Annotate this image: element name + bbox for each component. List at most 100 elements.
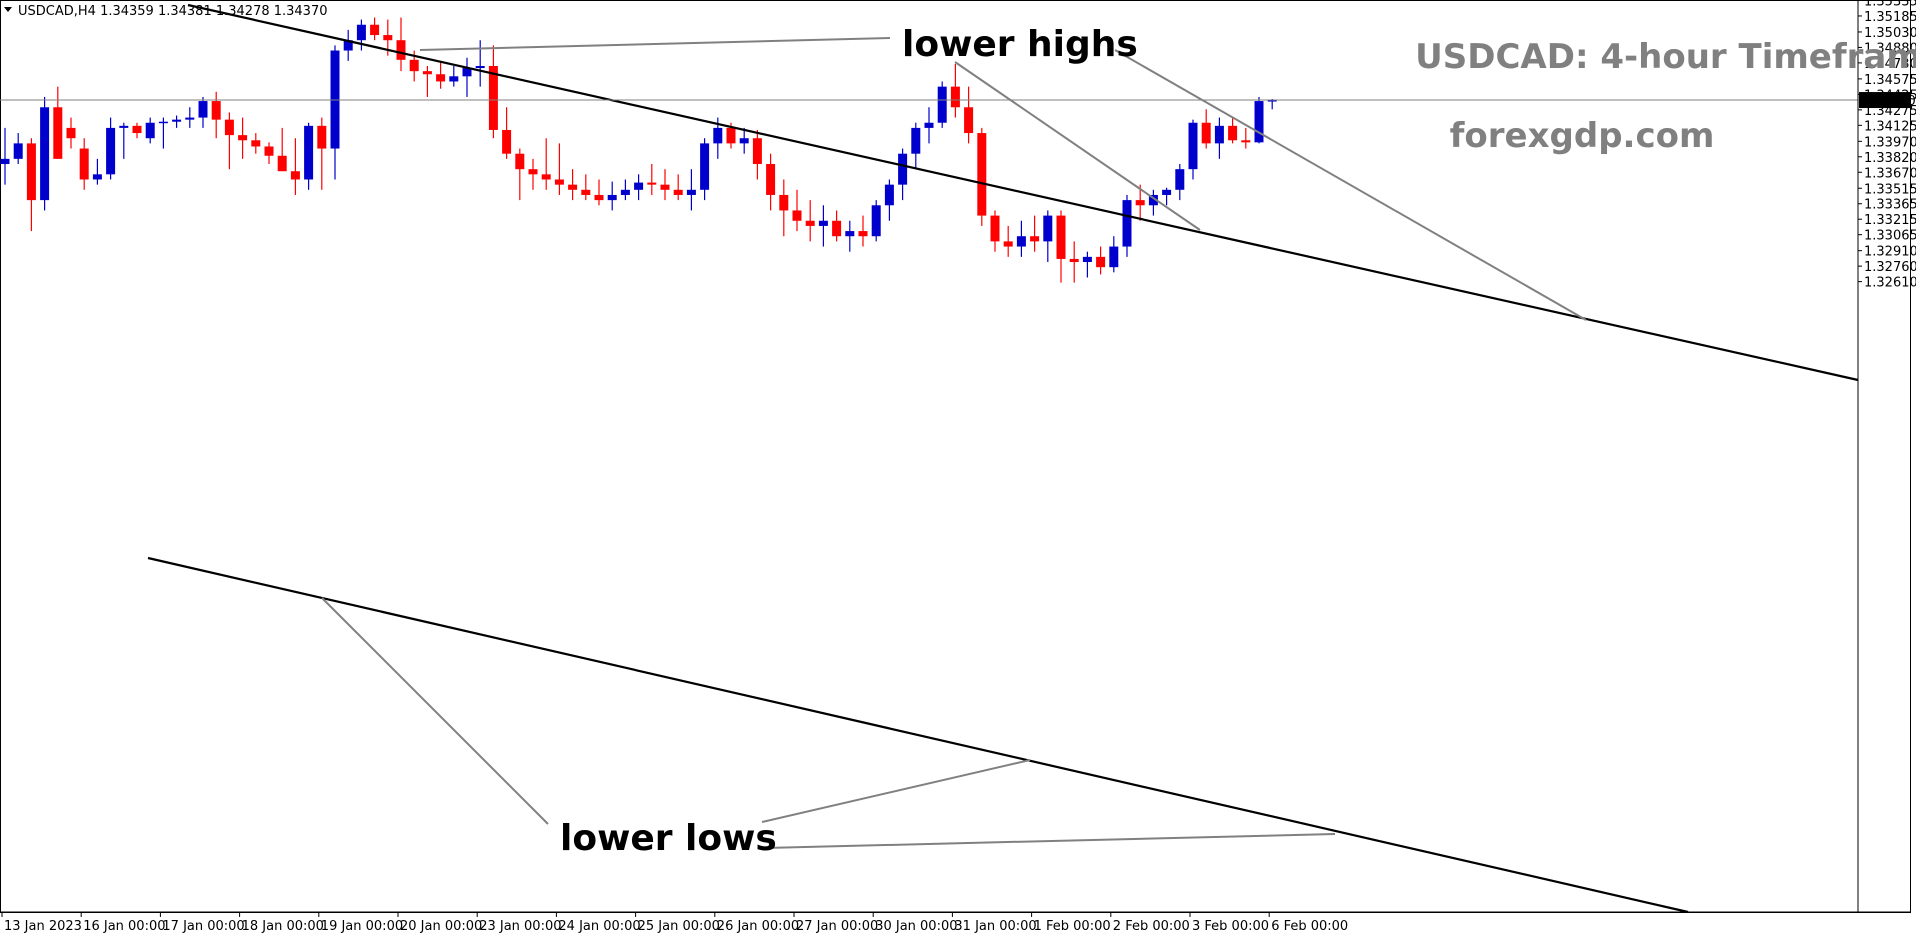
candle [370,17,380,41]
bull-candle-body [449,76,459,82]
candle [13,133,23,165]
candle [528,158,538,190]
bull-candle-body [911,127,921,154]
candle [1122,194,1132,257]
candle [871,200,881,242]
candle [1175,164,1185,201]
time-tick-label: 25 Jan 00:00 [638,919,720,934]
candle [1241,127,1251,149]
candle [1096,246,1106,275]
candle [554,143,564,195]
time-tick-label: 19 Jan 00:00 [321,919,403,934]
candle [356,19,366,51]
bear-candle-body [541,174,551,180]
candle [1030,215,1040,252]
lower-trendline [147,556,1689,914]
symbol-ohlc-line: USDCAD,H4 1.34359 1.34381 1.34278 1.3437… [18,4,328,19]
lower-highs-pointer-1 [419,37,891,51]
candle [1069,241,1079,283]
bear-candle-body [964,107,974,134]
bull-candle-body [1043,215,1053,242]
candle [185,107,195,128]
bear-candle-body [1096,256,1106,268]
price-tick-label: 1.32760 [1864,260,1916,275]
bear-candle-body [950,86,960,108]
candle [1267,99,1277,110]
bull-candle-body [475,65,485,69]
price-tag-label: 1.34370 [1862,94,1916,109]
bear-candle-body [53,107,63,159]
bull-candle-body [1148,194,1158,206]
bull-candle-body [884,184,894,206]
candle [845,220,855,252]
candle [766,153,776,211]
bear-candle-body [766,164,776,195]
bear-candle-body [528,169,538,175]
candle [1148,189,1158,216]
watermark-title: USDCAD: 4-hour Timeframe [1415,37,1916,77]
candle [396,17,406,72]
bear-candle-body [277,155,287,172]
candle [251,133,261,154]
bull-candle-body [1109,246,1119,268]
bull-candle-body [356,24,366,41]
bull-candle-body [462,68,472,77]
bear-candle-body [1003,241,1013,247]
time-tick-label: 27 Jan 00:00 [796,919,878,934]
lower-highs-pointer-2 [954,61,1201,231]
bear-candle-body [726,127,736,144]
candle [950,63,960,118]
bear-candle-body [977,133,987,216]
bear-candle-body [436,74,446,82]
candle [911,122,921,170]
bear-candle-body [1069,258,1079,263]
time-tick-label: 26 Jan 00:00 [717,919,799,934]
bear-candle-body [805,220,815,226]
lower-lows-pointer-3 [764,833,1336,849]
bear-candle-body [79,148,89,180]
candle [0,127,10,185]
candle [40,96,50,211]
time-tick-label: 6 Feb 00:00 [1271,919,1348,934]
candle [1016,220,1026,257]
bear-candle-body [594,194,604,201]
bull-candle-body [1267,100,1277,102]
candle [937,81,947,128]
bear-candle-body [409,59,419,72]
price-tick-label: 1.33215 [1864,213,1916,228]
bear-candle-body [1201,122,1211,144]
bear-candle-body [264,146,274,156]
symbol-dropdown-icon[interactable] [4,7,12,12]
bull-candle-body [739,138,749,144]
bear-candle-body [1228,125,1238,141]
candle [581,174,591,201]
bull-candle-body [713,127,723,144]
time-tick-label: 20 Jan 00:00 [400,919,482,934]
bull-candle-body [607,194,617,201]
time-tick-label: 18 Jan 00:00 [242,919,324,934]
lower-lows-pointer-2 [761,759,1031,823]
candle [1043,210,1053,263]
bear-candle-body [1056,215,1066,259]
price-tick-label: 1.33670 [1864,166,1916,181]
candle [924,107,934,144]
bear-candle-body [488,65,498,130]
candle [1003,225,1013,257]
candle [515,148,525,201]
bear-candle-body [581,189,591,195]
bear-candle-body [383,35,393,41]
bear-candle-body [660,184,670,190]
candle [990,210,1000,252]
watermark-site: forexgdp.com [1450,116,1715,156]
bear-candle-body [238,135,248,141]
bull-candle-body [1214,125,1224,144]
bear-candle-body [396,40,406,60]
bull-candle-body [185,117,195,120]
candle [1188,119,1198,180]
candle [739,127,749,154]
candle [26,138,36,232]
price-tick-label: 1.34575 [1864,73,1916,88]
